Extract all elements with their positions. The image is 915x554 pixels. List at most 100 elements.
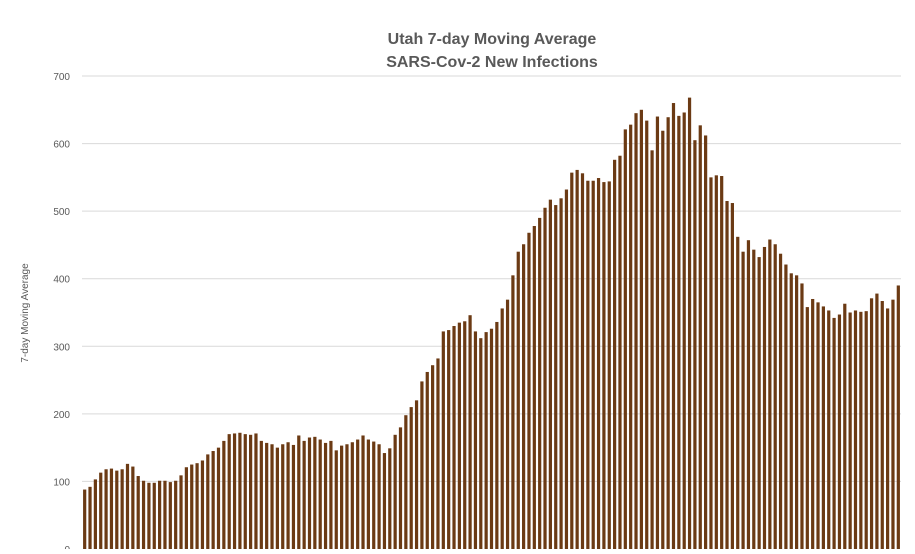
bar: [827, 310, 831, 549]
bar: [265, 442, 269, 549]
bar: [896, 285, 900, 549]
bar: [816, 302, 820, 549]
bar: [629, 124, 633, 550]
bar: [163, 480, 167, 549]
y-tick-label: 500: [53, 207, 70, 218]
bar: [843, 303, 847, 549]
bar: [366, 439, 370, 549]
bar: [270, 444, 274, 549]
bar: [457, 322, 461, 549]
bar: [484, 332, 488, 549]
bar: [559, 198, 563, 550]
y-tick-label: 0: [64, 545, 70, 549]
bar: [447, 330, 451, 549]
bar: [211, 451, 215, 549]
bar: [93, 479, 97, 549]
y-tick-label: 700: [53, 72, 70, 83]
bar: [511, 275, 515, 549]
bar: [730, 203, 734, 549]
bar: [778, 253, 783, 549]
bar: [543, 207, 547, 549]
bar: [575, 169, 579, 550]
bar: [393, 434, 397, 549]
bar: [372, 441, 376, 549]
bar: [650, 150, 654, 549]
bar: [853, 310, 858, 549]
bar: [489, 328, 494, 549]
bar: [655, 116, 660, 549]
y-axis-label: 7-day Moving Average: [20, 263, 31, 363]
bar: [736, 236, 740, 549]
bar: [431, 365, 435, 549]
bar: [382, 453, 387, 549]
bar: [190, 464, 194, 549]
bar: [704, 135, 708, 549]
bar: [361, 435, 365, 549]
bar: [120, 469, 124, 549]
bar: [216, 447, 221, 549]
bar: [340, 445, 344, 549]
bar: [409, 407, 413, 549]
bar: [741, 251, 745, 549]
bar: [388, 448, 392, 549]
bar: [350, 442, 354, 549]
bar: [141, 480, 146, 549]
chart-title: Utah 7-day Moving Average: [388, 31, 597, 48]
bar: [227, 434, 231, 549]
bar: [811, 298, 815, 549]
bar: [356, 439, 360, 549]
bar: [875, 293, 879, 549]
bar: [661, 130, 665, 550]
bar: [746, 240, 751, 549]
bar: [832, 317, 836, 549]
bar: [179, 475, 183, 549]
bar: [184, 467, 188, 549]
bar: [158, 480, 162, 549]
bar: [495, 321, 499, 549]
bar: [570, 172, 574, 549]
bar: [645, 120, 649, 549]
bar: [795, 275, 799, 549]
bar: [99, 472, 103, 549]
bar: [677, 115, 681, 550]
y-tick-label: 100: [53, 477, 70, 488]
bar: [752, 249, 756, 549]
bar: [414, 400, 419, 549]
bar: [398, 427, 403, 549]
y-tick-label: 600: [53, 140, 70, 151]
bar: [757, 257, 761, 549]
bar: [768, 239, 772, 549]
bar: [762, 246, 767, 549]
bar: [377, 444, 381, 549]
bar: [848, 312, 852, 549]
bar: [698, 125, 702, 549]
bar: [334, 450, 338, 549]
bar: [243, 434, 247, 549]
bar: [591, 180, 595, 550]
bar: [800, 283, 804, 549]
bar: [671, 103, 676, 549]
bar: [886, 308, 890, 549]
bar: [789, 273, 793, 549]
bar: [714, 175, 718, 549]
bar: [837, 314, 842, 549]
bar: [345, 444, 349, 549]
bar: [596, 178, 601, 549]
bar: [522, 244, 526, 549]
bar: [168, 482, 172, 549]
bar: [666, 117, 670, 549]
bar: [693, 140, 697, 549]
bar: [323, 442, 328, 549]
bar: [500, 308, 504, 549]
bar: [125, 463, 130, 549]
y-tick-label: 300: [53, 342, 70, 353]
bar: [307, 437, 312, 549]
bar: [254, 433, 258, 549]
y-tick-label: 400: [53, 275, 70, 286]
bar: [329, 440, 333, 549]
bar: [639, 109, 643, 549]
bar: [104, 469, 108, 549]
bar: [131, 466, 135, 549]
bar: [821, 306, 825, 549]
